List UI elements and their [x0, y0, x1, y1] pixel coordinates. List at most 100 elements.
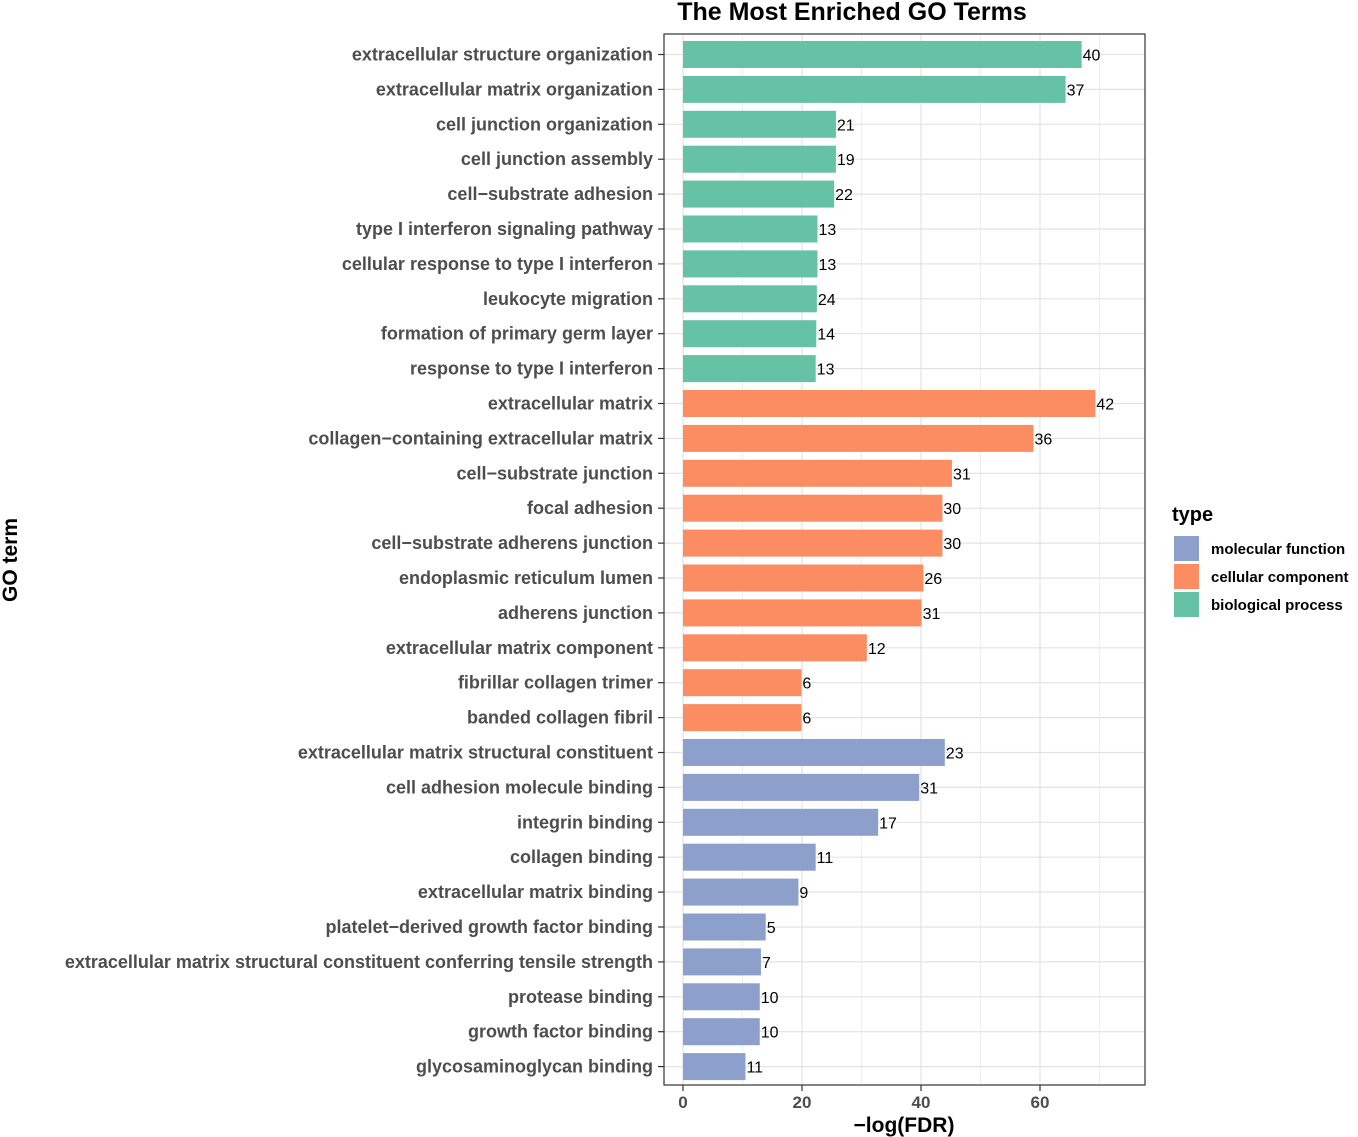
- y-tick-label: extracellular matrix organization: [376, 79, 653, 99]
- bar: [683, 285, 817, 313]
- y-tick-label: cell adhesion molecule binding: [386, 777, 653, 797]
- bar: [683, 808, 879, 836]
- y-tick-label: extracellular structure organization: [352, 45, 653, 65]
- bar-value-label: 11: [746, 1060, 763, 1077]
- bar: [683, 634, 867, 662]
- y-tick-label: type I interferon signaling pathway: [356, 219, 653, 239]
- bar-value-label: 26: [924, 571, 942, 588]
- bar-value-label: 31: [953, 466, 971, 483]
- y-tick-label: extracellular matrix structural constitu…: [298, 743, 653, 763]
- y-tick-label: extracellular matrix binding: [418, 882, 653, 902]
- bar-value-label: 37: [1067, 82, 1085, 99]
- bar: [683, 843, 816, 871]
- bar-value-label: 6: [802, 676, 811, 693]
- x-tick-label: 0: [678, 1093, 687, 1112]
- chart-title: The Most Enriched GO Terms: [677, 0, 1027, 26]
- bar: [683, 459, 952, 487]
- bar: [683, 180, 835, 208]
- y-tick-label: collagen−containing extracellular matrix: [308, 428, 653, 448]
- bar-value-label: 42: [1096, 397, 1114, 414]
- bar-value-label: 10: [761, 1025, 779, 1042]
- y-tick-label: protease binding: [508, 987, 653, 1007]
- bar: [683, 215, 818, 243]
- bar: [683, 1018, 760, 1046]
- y-tick-label: adherens junction: [498, 603, 653, 623]
- bar: [683, 145, 836, 173]
- legend-key: [1174, 564, 1199, 589]
- bar-value-label: 13: [818, 222, 836, 239]
- x-axis: 0 20 40 60: [678, 1085, 1049, 1112]
- bar: [683, 773, 920, 801]
- bar-value-label: 36: [1034, 431, 1052, 448]
- bars: [683, 41, 1096, 1081]
- plot-border: [663, 33, 1146, 1086]
- bar-value-label: 12: [868, 641, 886, 658]
- y-tick-label: focal adhesion: [527, 498, 653, 518]
- y-tick-label: glycosaminoglycan binding: [416, 1057, 653, 1077]
- bar: [683, 564, 924, 592]
- y-tick-labels: extracellular structure organization extr…: [65, 45, 664, 1077]
- y-tick-label: integrin binding: [517, 812, 653, 832]
- bar: [683, 75, 1066, 103]
- bar-value-label: 11: [817, 850, 834, 867]
- bar-value-label: 40: [1083, 48, 1101, 65]
- bar-value-label: 30: [943, 536, 961, 553]
- bar-value-label: 21: [837, 117, 855, 134]
- bar-value-label: 6: [802, 711, 811, 728]
- bar: [683, 948, 761, 976]
- bar-value-label: 31: [923, 606, 941, 623]
- x-tick-label: 20: [793, 1093, 812, 1112]
- plot-panel: [664, 34, 1145, 1085]
- y-tick-label: extracellular matrix structural constitu…: [65, 952, 653, 972]
- bar: [683, 878, 799, 906]
- bar: [683, 390, 1096, 417]
- bar-value-label: 9: [799, 885, 808, 902]
- y-tick-label: cell−substrate adhesion: [447, 184, 653, 204]
- y-tick-label: fibrillar collagen trimer: [458, 673, 653, 693]
- bar: [683, 669, 802, 697]
- bar-value-label: 14: [817, 327, 835, 344]
- bar: [683, 739, 945, 766]
- legend-label: cellular component: [1211, 569, 1349, 586]
- bar-value-label: 7: [762, 955, 771, 972]
- bar: [683, 355, 816, 383]
- y-tick-label: extracellular matrix component: [386, 638, 653, 658]
- y-tick-label: cell−substrate junction: [456, 463, 653, 483]
- bar: [683, 704, 802, 732]
- bar: [683, 41, 1082, 68]
- legend-key: [1174, 592, 1199, 617]
- bar: [683, 599, 922, 627]
- y-tick-label: cell−substrate adherens junction: [371, 533, 653, 553]
- legend-key: [1174, 536, 1199, 561]
- bar-value-label: 24: [818, 292, 836, 309]
- y-tick-label: growth factor binding: [468, 1022, 653, 1042]
- legend: type molecular function cellular componen…: [1172, 504, 1349, 617]
- bar: [683, 110, 836, 138]
- bar-value-label: 30: [943, 501, 961, 518]
- y-tick-label: cell junction organization: [436, 114, 653, 134]
- y-tick-label: leukocyte migration: [483, 289, 653, 309]
- x-axis-title: −log(FDR): [854, 1114, 955, 1137]
- y-tick-label: extracellular matrix: [488, 394, 653, 414]
- bar: [683, 250, 818, 278]
- bar: [683, 983, 760, 1011]
- bar-value-label: 22: [835, 187, 853, 204]
- bar: [683, 320, 817, 348]
- y-tick-label: cellular response to type I interferon: [342, 254, 653, 274]
- y-tick-label: platelet−derived growth factor binding: [325, 917, 653, 937]
- data-labels: 40 37 21 19 22 13 13 24 14 13 42 36 31 30 30 26 31 12 6 6 23…: [746, 48, 1114, 1077]
- bar: [683, 494, 943, 522]
- bar-value-label: 10: [761, 990, 779, 1007]
- y-tick-label: formation of primary germ layer: [381, 324, 653, 344]
- y-tick-label: response to type I interferon: [410, 359, 653, 379]
- legend-label: molecular function: [1211, 541, 1345, 558]
- bar-value-label: 13: [818, 257, 836, 274]
- y-axis-title: GO term: [0, 518, 22, 602]
- x-tick-label: 60: [1031, 1093, 1050, 1112]
- legend-title: type: [1172, 504, 1213, 526]
- y-tick-label: banded collagen fibril: [467, 708, 653, 728]
- y-tick-label: collagen binding: [510, 847, 653, 867]
- bar-value-label: 13: [817, 362, 835, 379]
- bar: [683, 913, 766, 941]
